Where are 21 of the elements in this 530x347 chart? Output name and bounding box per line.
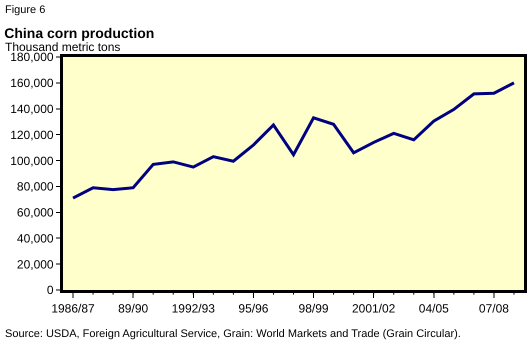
x-tick-label: 95/96 [238,301,269,316]
y-tick-label: 80,000 [16,180,54,194]
x-tick-label: 98/99 [298,301,329,316]
x-tick-label: 04/05 [418,301,450,316]
source-note: Source: USDA, Foreign Agricultural Service, Grain: World Markets and Trade (Grain Circular). [5,328,461,340]
y-tick-label: 160,000 [10,76,54,90]
line-series [72,81,516,200]
x-tick-label: 2001/02 [352,301,396,316]
x-tick-label: 1986/87 [51,301,96,316]
y-tick-label: 60,000 [16,206,54,220]
x-tick-label: 89/90 [118,301,148,316]
chart-title: China corn production [4,24,154,41]
y-tick-label: 40,000 [16,231,54,246]
y-tick-label: 20,000 [16,257,54,272]
caption: Figure 6 [5,4,46,16]
y-tick-label: 140,000 [10,102,54,116]
x-tick-label: 07/08 [478,301,510,316]
y-tick-label: 100,000 [10,154,54,168]
y-tick-label: 0 [46,283,54,298]
y-tick-label: 120,000 [10,128,54,142]
x-tick-label: 1992/93 [172,301,216,316]
